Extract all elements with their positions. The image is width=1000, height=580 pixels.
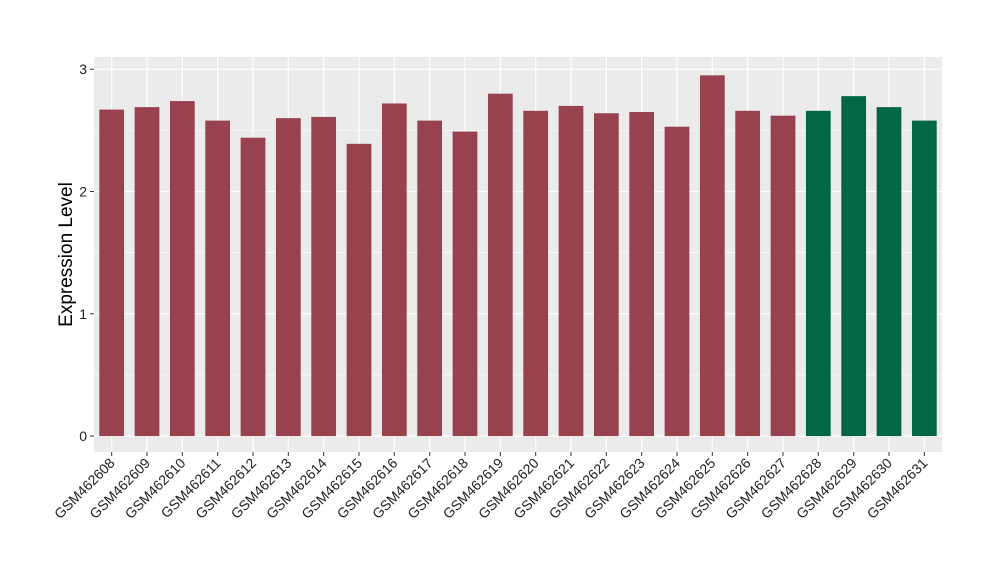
bar-GSM462617 xyxy=(417,120,443,437)
bar-GSM462609 xyxy=(134,107,160,437)
bar-GSM462621 xyxy=(558,105,584,437)
bar-GSM462611 xyxy=(205,120,231,437)
bar-GSM462628 xyxy=(805,110,831,437)
y-tick-label: 3 xyxy=(79,61,87,77)
bar-GSM462616 xyxy=(381,103,407,437)
bar-GSM462623 xyxy=(629,112,655,437)
bar-GSM462625 xyxy=(699,75,725,437)
bar-GSM462614 xyxy=(311,116,337,437)
bar-GSM462631 xyxy=(911,120,937,437)
bar-GSM462629 xyxy=(841,96,867,437)
bar-GSM462626 xyxy=(735,110,761,437)
bar-GSM462612 xyxy=(240,137,266,437)
x-axis: GSM462608GSM462609GSM462610GSM462611GSM4… xyxy=(51,452,931,522)
bar-GSM462620 xyxy=(523,110,549,437)
y-tick-label: 2 xyxy=(79,184,87,200)
y-tick-label: 0 xyxy=(79,428,87,444)
bar-GSM462608 xyxy=(99,109,125,437)
bar-GSM462610 xyxy=(169,101,195,437)
plot-background xyxy=(94,57,942,452)
y-axis: 0 1 2 3 xyxy=(79,61,94,444)
bar-GSM462630 xyxy=(876,107,902,437)
bar-GSM462622 xyxy=(593,113,619,437)
bar-GSM462627 xyxy=(770,115,796,437)
bar-GSM462615 xyxy=(346,143,372,437)
bar-GSM462619 xyxy=(487,93,513,437)
y-tick-label: 1 xyxy=(79,306,87,322)
bars xyxy=(99,75,937,437)
bar-GSM462613 xyxy=(275,118,301,437)
bar-GSM462624 xyxy=(664,126,690,437)
y-axis-title: Expression Level xyxy=(56,182,77,327)
bar-GSM462618 xyxy=(452,131,478,437)
minor-gridlines xyxy=(94,130,942,376)
